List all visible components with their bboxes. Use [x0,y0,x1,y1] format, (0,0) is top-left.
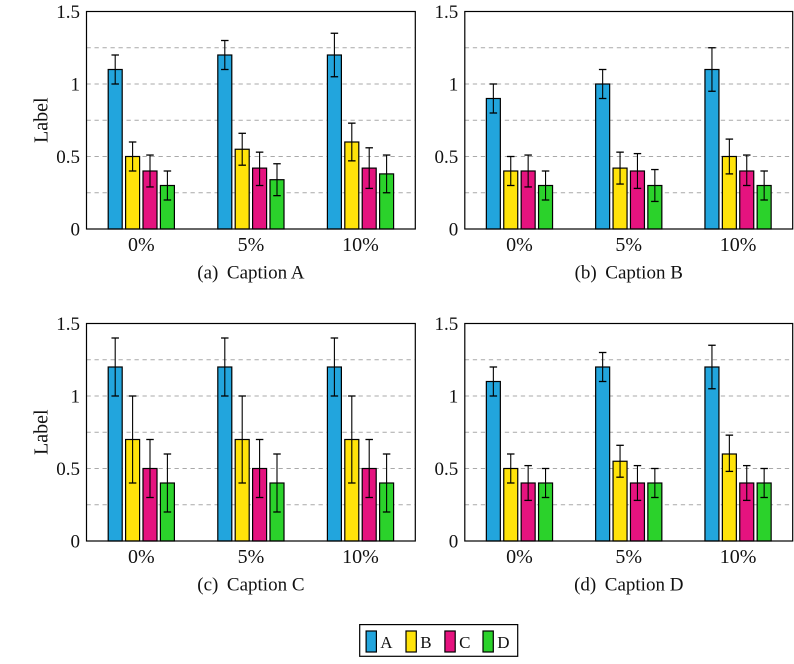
svg-text:0.5: 0.5 [435,459,459,480]
svg-text:0: 0 [449,220,459,241]
svg-text:Label: Label [31,409,53,455]
svg-text:0%: 0% [506,234,533,256]
svg-text:(c) Caption C: (c) Caption C [197,575,304,596]
svg-text:0%: 0% [128,234,155,256]
svg-text:5%: 5% [238,234,265,256]
svg-text:B: B [420,633,431,652]
svg-text:1: 1 [71,387,81,408]
svg-text:5%: 5% [615,234,642,256]
svg-text:1.5: 1.5 [435,314,459,335]
svg-text:C: C [459,633,470,652]
svg-text:10%: 10% [720,546,757,568]
svg-text:Label: Label [31,97,53,143]
svg-text:10%: 10% [720,234,757,256]
svg-text:0%: 0% [128,546,155,568]
svg-text:0: 0 [71,220,81,241]
svg-text:1: 1 [71,75,81,96]
svg-text:0.5: 0.5 [56,147,80,168]
svg-text:0: 0 [71,532,81,553]
svg-text:0.5: 0.5 [435,147,459,168]
svg-text:A: A [380,633,393,652]
svg-text:0.5: 0.5 [56,459,80,480]
svg-text:0%: 0% [506,546,533,568]
svg-text:1: 1 [449,75,459,96]
svg-text:5%: 5% [615,546,642,568]
svg-text:5%: 5% [238,546,265,568]
svg-text:1.5: 1.5 [56,314,80,335]
svg-text:(a) Caption A: (a) Caption A [197,263,305,284]
svg-text:1.5: 1.5 [435,2,459,23]
svg-text:1.5: 1.5 [56,2,80,23]
svg-text:(b) Caption B: (b) Caption B [575,263,683,284]
svg-text:10%: 10% [342,546,379,568]
svg-text:(d) Caption D: (d) Caption D [574,575,683,596]
svg-text:10%: 10% [342,234,379,256]
svg-text:D: D [497,633,509,652]
svg-text:1: 1 [449,387,459,408]
svg-text:0: 0 [449,532,459,553]
